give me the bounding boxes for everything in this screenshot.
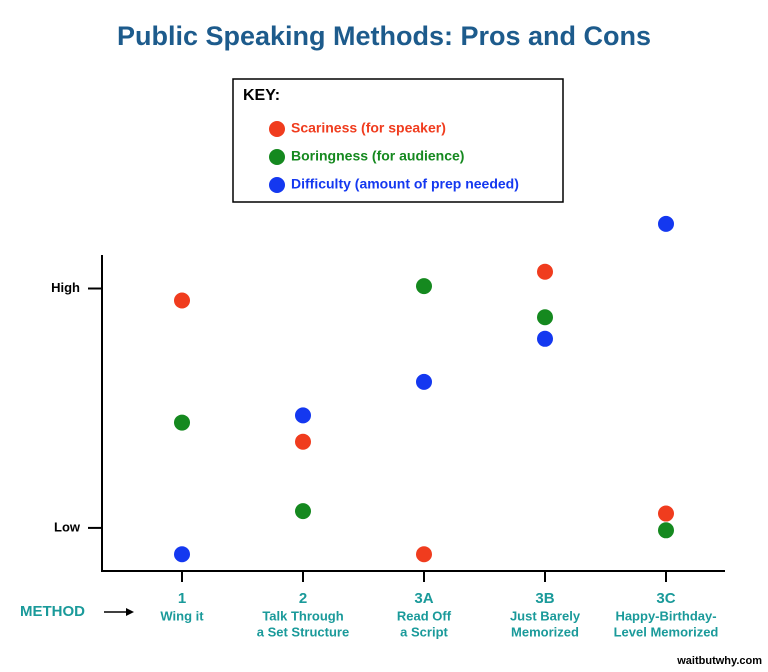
x-tick-description: Just Barely: [510, 608, 581, 623]
x-tick-description: Memorized: [511, 624, 579, 639]
y-tick-label: Low: [54, 519, 81, 534]
x-tick-description: Happy-Birthday-: [615, 608, 716, 623]
dot: [295, 503, 311, 520]
dot: [174, 546, 190, 563]
legend-marker: [269, 149, 285, 165]
legend-marker: [269, 177, 285, 193]
dot: [174, 292, 190, 309]
x-tick-description: Talk Through: [262, 608, 343, 623]
x-tick-description: Level Memorized: [614, 624, 719, 639]
x-tick-label: 3C: [656, 590, 675, 607]
legend-label: Difficulty (amount of prep needed): [291, 176, 519, 192]
x-tick-label: 3A: [414, 590, 433, 607]
dot: [174, 414, 190, 431]
dot: [416, 373, 432, 390]
x-tick-label: 1: [178, 590, 186, 607]
dot: [416, 278, 432, 295]
legend-box: [232, 78, 564, 203]
legend-title: KEY:: [243, 87, 280, 104]
x-tick-label: 2: [299, 590, 307, 607]
dot: [416, 546, 432, 563]
dot: [537, 330, 553, 347]
dot: [537, 309, 553, 326]
legend-label: Scariness (for speaker): [291, 120, 446, 136]
x-tick-description: Wing it: [160, 608, 204, 623]
legend-label: Boringness (for audience): [291, 148, 464, 164]
x-tick-description: a Set Structure: [257, 624, 349, 639]
dot: [658, 522, 674, 539]
dot: [658, 505, 674, 522]
dot: [658, 215, 674, 232]
chart-title: Public Speaking Methods: Pros and Cons: [117, 21, 651, 51]
arrow-head: [126, 608, 134, 616]
y-tick-label: High: [51, 280, 80, 295]
x-tick-label: 3B: [535, 590, 554, 607]
x-tick-description: Read Off: [397, 608, 452, 623]
x-axis-label: METHOD: [20, 603, 85, 620]
dot: [295, 433, 311, 450]
x-tick-description: a Script: [400, 624, 448, 639]
dot: [537, 263, 553, 280]
dot: [295, 407, 311, 424]
legend-marker: [269, 121, 285, 137]
credit: waitbutwhy.com: [676, 655, 762, 667]
